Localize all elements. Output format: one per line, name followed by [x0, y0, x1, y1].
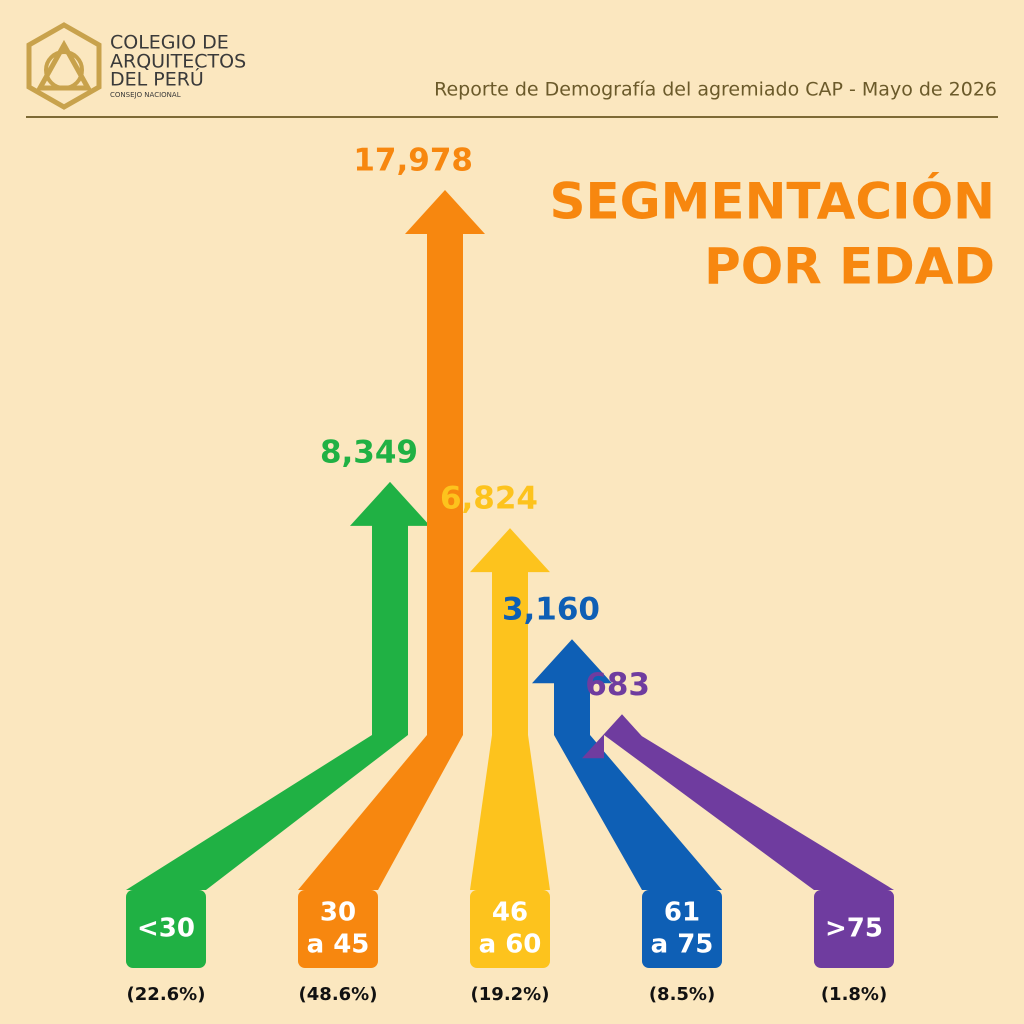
- share-label: (48.6%): [299, 984, 378, 1005]
- value-label: 683: [585, 667, 650, 703]
- category-box: [470, 890, 550, 968]
- share-label: (22.6%): [127, 984, 206, 1005]
- logo-text: ARQUITECTOS: [110, 51, 246, 73]
- category-label: 61: [664, 898, 700, 928]
- category-box: [642, 890, 722, 968]
- share-label: (1.8%): [821, 984, 887, 1005]
- logo-text: DEL PERÚ: [110, 67, 204, 91]
- category-box: [814, 890, 894, 968]
- category-label: <30: [137, 914, 195, 944]
- share-label: (8.5%): [649, 984, 715, 1005]
- category-label: a 45: [307, 930, 370, 960]
- arrow: [298, 190, 485, 890]
- logo-hexagon: [26, 22, 102, 110]
- category-label: 46: [492, 898, 528, 928]
- arrow: [470, 528, 550, 890]
- logo: COLEGIO DE ARQUITECTOS DEL PERÚ CONSEJO …: [26, 22, 246, 110]
- category-box: [298, 890, 378, 968]
- logo-circle: [44, 50, 84, 90]
- plot: <30 8,349 (22.6%) 30a 45 17,978 (48.6%) 46a 60…: [126, 143, 894, 1005]
- category-label: a 75: [651, 930, 714, 960]
- logo-subtext: CONSEJO NACIONAL: [110, 91, 181, 99]
- share-label: (19.2%): [471, 984, 550, 1005]
- category-label: 30: [320, 898, 356, 928]
- value-label: 8,349: [320, 434, 418, 470]
- chart-title: POR EDAD: [704, 238, 995, 296]
- value-label: 3,160: [502, 592, 600, 628]
- category-label: >75: [825, 914, 883, 944]
- report-title: Reporte de Demografía del agremiado CAP …: [434, 79, 997, 101]
- value-label: 17,978: [353, 143, 473, 179]
- arrow: [126, 481, 430, 890]
- arrow: [532, 639, 722, 890]
- chart-title: SEGMENTACIÓN: [549, 172, 995, 231]
- category-label: a 60: [479, 930, 542, 960]
- value-label: 6,824: [440, 481, 538, 517]
- arrow: [582, 714, 894, 890]
- logo-text: COLEGIO DE: [110, 32, 229, 54]
- category-box: [126, 890, 206, 968]
